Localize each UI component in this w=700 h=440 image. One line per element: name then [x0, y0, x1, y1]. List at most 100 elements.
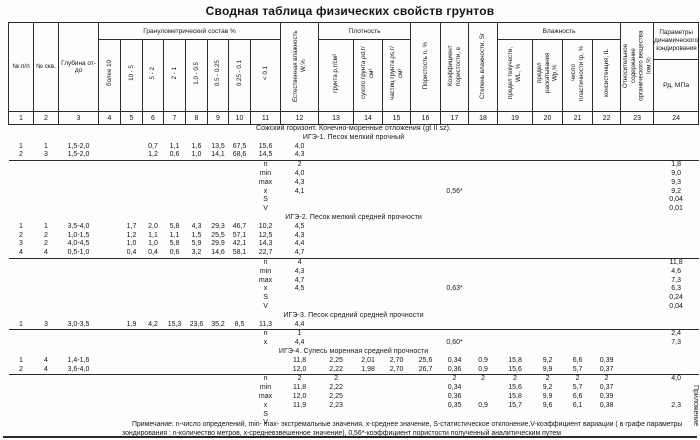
cell-col-15	[383, 402, 411, 411]
cell-col-4	[98, 151, 121, 162]
cell-col-19: 2	[513, 375, 518, 383]
cell-col-24: 4,6	[671, 267, 681, 275]
cell-col-9: 14,1	[207, 151, 229, 162]
cell-col-5	[121, 188, 143, 197]
cell-col-18	[469, 170, 498, 179]
cell-col-21: 5,7	[572, 384, 583, 392]
cell-col-13	[318, 151, 354, 162]
cell-col-10	[229, 393, 251, 402]
col-header-2-1: 2 - 1	[163, 39, 186, 112]
cell-col-14	[354, 170, 383, 179]
cell-col-13: 2,25	[329, 356, 343, 364]
cell-col-8	[186, 294, 208, 303]
cell-col-2	[34, 411, 59, 420]
cell-col-10	[229, 258, 251, 267]
cell-col-24: 0,04	[669, 196, 683, 204]
cell-col-3	[59, 277, 99, 286]
cell-col-19	[498, 277, 533, 286]
stat-row: x 11,9 2,23 0,35 0,9 15,7 9,6 6,1 0,38 2,3	[9, 402, 699, 411]
cell-col-15	[383, 170, 411, 179]
cell-col-7	[164, 339, 186, 348]
col-header-025-01: 0.25 - 0.1	[228, 39, 251, 112]
cell-col-2: 2	[44, 240, 48, 248]
cell-col-22	[592, 249, 621, 259]
footnote: Примечание: n-число определений, min- ma…	[0, 420, 700, 438]
cell-col-14	[354, 294, 383, 303]
cell-col-9	[208, 402, 229, 411]
cell-col-2: 2	[44, 231, 48, 239]
cell-col-23	[620, 151, 654, 162]
column-number: 3	[58, 111, 99, 125]
cell-col-2: 1	[44, 142, 48, 150]
cell-col-12: 4,3	[294, 178, 305, 186]
cell-col-19: 15,8	[508, 392, 522, 400]
cell-col-16	[411, 232, 441, 241]
cell-col-18	[469, 277, 498, 286]
cell-col-20: 9,2	[542, 356, 553, 364]
cell-col-10	[229, 384, 251, 393]
cell-col-23	[621, 179, 654, 188]
cell-col-21: 6,6	[572, 392, 583, 400]
cell-col-11: x	[263, 401, 268, 409]
cell-col-16	[410, 249, 441, 259]
cell-col-15: 2,70	[382, 365, 411, 376]
cell-col-20	[533, 330, 563, 339]
cell-col-15	[383, 393, 411, 402]
cell-col-5	[121, 170, 143, 179]
cell-col-8	[186, 196, 208, 205]
cell-col-18	[469, 285, 498, 294]
cell-col-19	[498, 188, 533, 197]
cell-col-18	[469, 232, 498, 241]
cell-col-10	[229, 285, 251, 294]
cell-col-4	[99, 179, 121, 188]
cell-col-3	[59, 161, 99, 170]
cell-col-20	[533, 143, 563, 152]
cell-col-10: 46,7	[232, 222, 247, 230]
data-row: 3 2 4,0-4,5 1,0 1,0 5,8 5,9 29,9 42,1 14,3 4,4	[9, 240, 699, 249]
cell-col-24: 6,3	[671, 285, 681, 293]
cell-col-14	[354, 223, 383, 232]
cell-col-22: 2	[604, 375, 609, 383]
cell-col-21	[563, 179, 593, 188]
cell-col-9	[208, 330, 229, 339]
cell-col-3	[59, 179, 99, 188]
cell-col-1: 2	[19, 231, 23, 239]
cell-col-23	[621, 240, 654, 249]
cell-col-14	[354, 330, 383, 339]
cell-col-21	[563, 223, 593, 232]
cell-col-10	[229, 277, 251, 286]
cell-col-15	[382, 249, 411, 259]
cell-col-19	[498, 330, 533, 339]
cell-col-19	[497, 151, 533, 162]
cell-col-13	[319, 303, 354, 312]
cell-col-21	[563, 285, 593, 294]
cell-col-12	[281, 196, 319, 205]
cell-col-12: 2	[297, 161, 302, 169]
cell-col-6	[143, 258, 164, 267]
cell-col-21	[563, 188, 593, 197]
cell-col-7	[164, 411, 186, 420]
cell-col-7	[164, 393, 186, 402]
cell-col-18: 0,9	[478, 401, 488, 409]
cell-col-17	[441, 232, 469, 241]
cell-col-20: 9,9	[542, 392, 553, 400]
cell-col-22	[593, 268, 621, 277]
cell-col-10	[229, 294, 251, 303]
cell-col-12: 4,3	[280, 151, 319, 162]
cell-col-22	[593, 411, 621, 420]
column-number: 9	[207, 111, 229, 125]
cell-col-2	[34, 179, 59, 188]
cell-col-9	[208, 205, 229, 214]
cell-col-4	[99, 384, 121, 393]
cell-col-6: 1,2	[142, 151, 164, 162]
cell-col-21: 5,7	[562, 365, 593, 376]
cell-col-19	[498, 258, 533, 267]
footnote-line-2: зондирования : n-количество метров, х-ср…	[122, 430, 561, 437]
cell-col-13	[319, 196, 354, 205]
stat-row: min 11,8 2,22 0,34 15,6 9,2 5,7 0,37	[9, 384, 699, 393]
cell-col-24: 1,8	[671, 161, 681, 169]
column-number: 2	[33, 111, 59, 125]
cell-col-19	[498, 223, 533, 232]
cell-col-21	[563, 303, 593, 312]
cell-col-3: 1,4-1,6	[67, 356, 90, 364]
